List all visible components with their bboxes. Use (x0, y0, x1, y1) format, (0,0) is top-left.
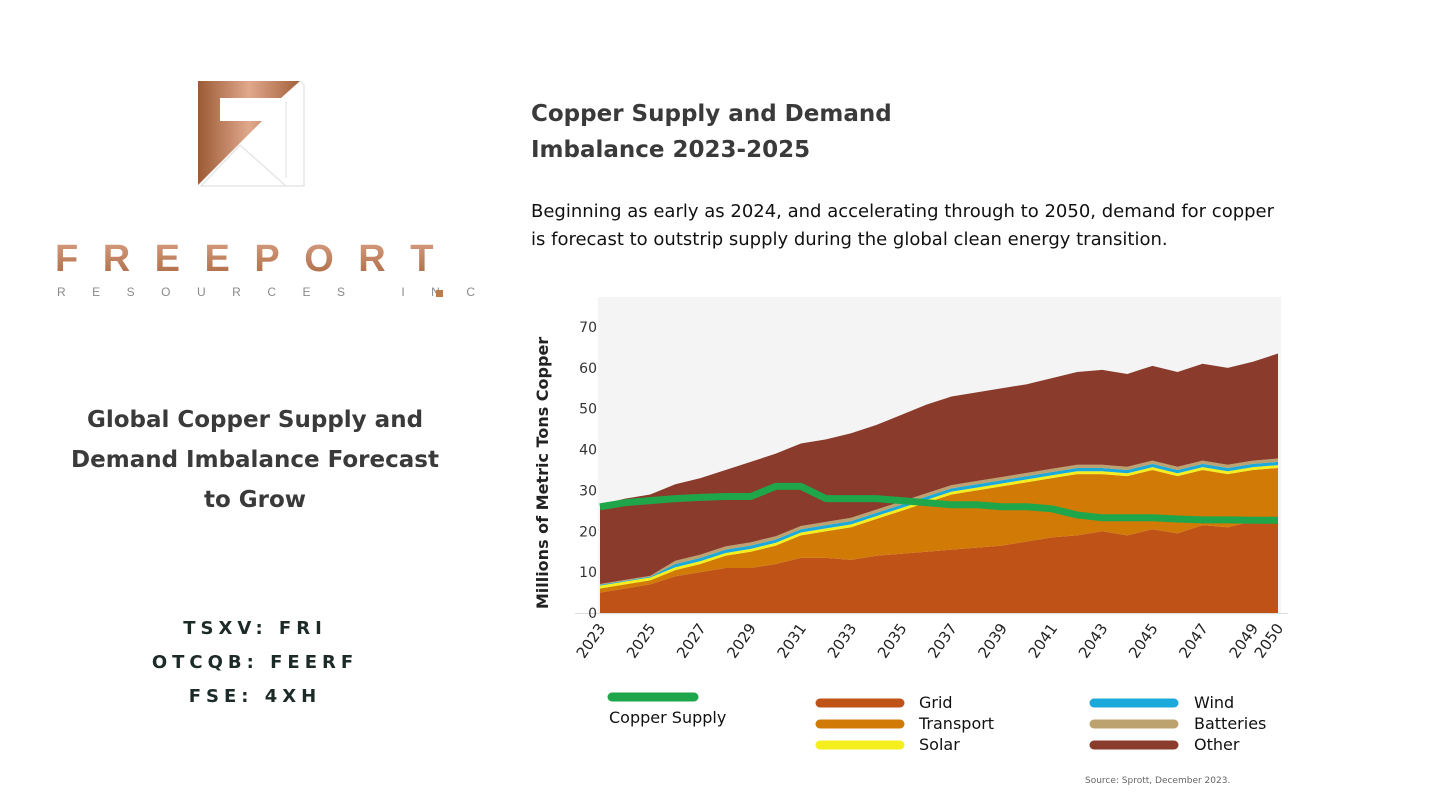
legend-label: Solar (919, 735, 960, 754)
x-tick-label: 2035 (874, 620, 911, 662)
x-tick-label: 2029 (723, 620, 760, 662)
legend-label: Wind (1194, 693, 1234, 712)
x-tick-label: 2043 (1075, 620, 1112, 662)
y-tick-label: 40 (579, 443, 597, 459)
y-tick-label: 10 (579, 565, 597, 581)
x-tick-label: 2041 (1025, 620, 1062, 662)
source-note: Source: Sprott, December 2023. (1085, 776, 1231, 786)
brand-dot (436, 290, 443, 297)
ticker-tsxv: TSXV: FRI (183, 618, 327, 639)
legend-item-transport: Transport (815, 714, 994, 733)
freeport-logo-icon (198, 80, 305, 187)
legend-label: Other (1194, 735, 1240, 754)
copper-supply-line (599, 482, 1278, 524)
x-tick-label: 2027 (673, 620, 710, 662)
legend-item-grid: Grid (815, 693, 953, 712)
title-line-1: Copper Supply and Demand (531, 101, 892, 127)
x-tick-label: 2047 (1175, 620, 1212, 662)
description: Beginning as early as 2024, and accelera… (531, 201, 1275, 250)
legend-label: Transport (918, 714, 994, 733)
brand-subtitle: RESOURCES INC (57, 285, 502, 299)
brand-name: FREEPORT (55, 238, 458, 280)
legend-label: Copper Supply (609, 708, 726, 727)
x-tick-label: 2037 (924, 620, 961, 662)
y-tick-label: 50 (579, 402, 597, 418)
x-tick-label: 2045 (1125, 620, 1162, 662)
area-transport (600, 467, 1278, 593)
legend-item-solar: Solar (815, 735, 960, 754)
ticker-otcqb: OTCQB: FEERF (151, 652, 359, 673)
y-tick-label: 60 (579, 361, 597, 377)
y-tick-label: 30 (579, 483, 597, 499)
left-heading: Global Copper Supply and Demand Imbalanc… (71, 407, 439, 513)
legend-item-batteries: Batteries (1089, 714, 1266, 733)
page-title: Copper Supply and Demand Imbalance 2023-… (531, 96, 892, 168)
x-tick-label: 2023 (573, 620, 610, 662)
y-axis-label: Millions of Metric Tons Copper (533, 337, 552, 609)
area-grid (600, 521, 1278, 613)
y-tick-label: 20 (579, 524, 597, 540)
x-tick-label: 2039 (974, 620, 1011, 662)
legend-label: Grid (919, 693, 953, 712)
legend-item-copper-supply: Copper Supply (607, 692, 726, 727)
y-tick-label: 70 (579, 320, 597, 336)
legend-label: Batteries (1194, 714, 1266, 733)
x-tick-label: 2033 (824, 620, 861, 662)
legend-item-wind: Wind (1089, 693, 1234, 712)
ticker-fse: FSE: 4XH (188, 686, 322, 707)
legend-item-other: Other (1089, 735, 1240, 754)
x-tick-label: 2031 (774, 620, 811, 662)
title-line-2: Imbalance 2023-2025 (531, 137, 811, 163)
x-tick-label: 2025 (623, 620, 660, 662)
area-other (600, 353, 1278, 584)
y-tick-label: 0 (588, 606, 597, 622)
